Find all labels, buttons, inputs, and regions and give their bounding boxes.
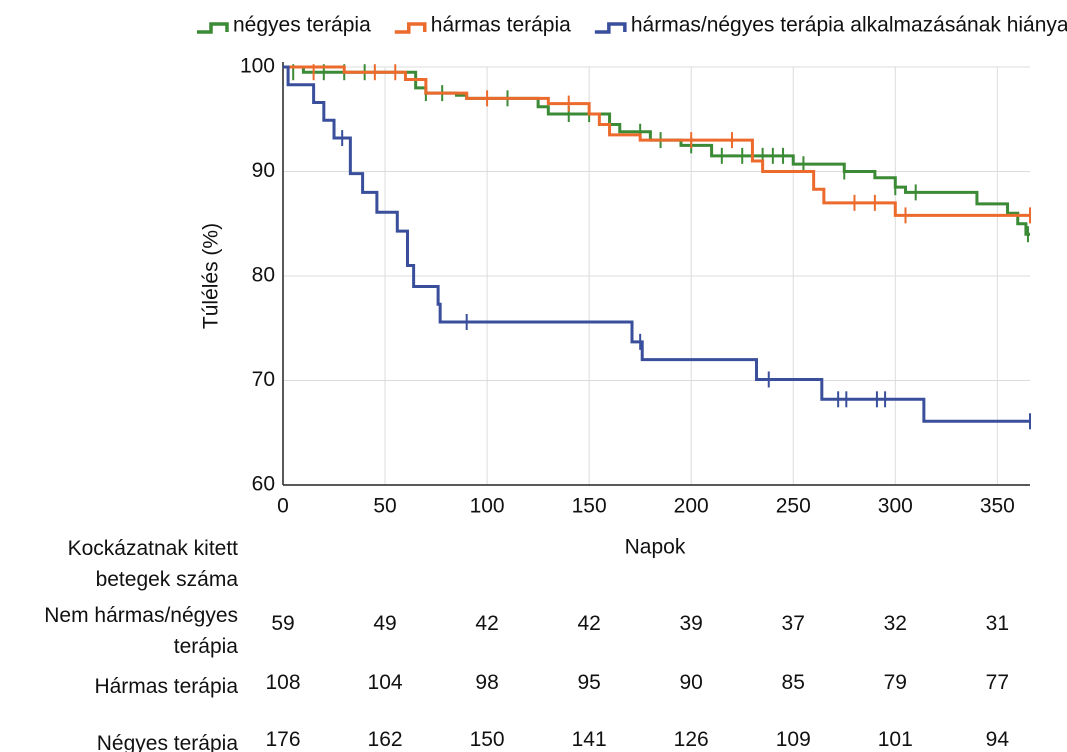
risk-count: 79 — [883, 671, 907, 694]
risk-count: 101 — [877, 728, 913, 751]
risk-count: 109 — [775, 728, 811, 751]
risk-count: 32 — [883, 612, 907, 635]
legend-swatch — [594, 22, 627, 34]
survival-curve — [283, 65, 1030, 217]
risk-count: 104 — [367, 671, 403, 694]
x-tick-label: 200 — [674, 495, 709, 518]
risk-count: 162 — [367, 728, 403, 751]
x-tick-label: 0 — [277, 495, 289, 518]
risk-count: 90 — [679, 671, 703, 694]
x-tick-label: 350 — [980, 495, 1015, 518]
legend-label: négyes terápia — [233, 14, 371, 37]
risk-count: 150 — [469, 728, 505, 751]
x-tick-label: 100 — [470, 495, 505, 518]
risk-count: 39 — [679, 612, 703, 635]
y-tick-label: 100 — [240, 55, 275, 78]
x-tick-label: 300 — [878, 495, 913, 518]
risk-count: 59 — [271, 612, 295, 635]
risk-row-label: Hármas terápia — [94, 675, 238, 698]
risk-count: 77 — [985, 671, 1010, 694]
risk-count: 94 — [985, 728, 1010, 751]
risk-count: 49 — [373, 612, 397, 635]
risk-count: 108 — [265, 671, 301, 694]
risk-row-label: Nem hármas/négyes terápia — [44, 604, 238, 658]
x-tick-label: 150 — [572, 495, 607, 518]
legend: négyes terápia hármas terápia hármas/négye… — [197, 14, 1067, 37]
risk-count: 98 — [475, 671, 499, 694]
y-tick-label: 80 — [252, 264, 275, 287]
legend-label: hármas terápia — [431, 14, 571, 37]
survival-curve — [283, 65, 1030, 236]
risk-count: 95 — [577, 671, 601, 694]
y-tick-label: 60 — [252, 473, 275, 496]
risk-count: 31 — [985, 612, 1010, 635]
risk-count: 126 — [673, 728, 709, 751]
risk-table-title: Kockázatnak kitett betegek száma — [67, 537, 238, 591]
risk-count: 85 — [781, 671, 805, 694]
risk-count: 141 — [571, 728, 607, 751]
x-axis-label: Napok — [625, 536, 686, 559]
y-axis-label: Túlélés (%) — [200, 223, 223, 329]
survival-curve — [283, 65, 1030, 423]
legend-swatch — [197, 22, 229, 34]
risk-row-label: Négyes terápia — [96, 732, 238, 752]
y-tick-label: 90 — [252, 159, 275, 182]
legend-label: hármas/négyes terápia alkalmazásának hiá… — [631, 14, 1067, 37]
x-tick-label: 50 — [373, 495, 396, 518]
y-tick-label: 70 — [252, 368, 275, 391]
risk-count: 42 — [475, 612, 499, 635]
risk-count: 37 — [781, 612, 805, 635]
legend-swatch — [394, 22, 427, 34]
risk-count: 42 — [577, 612, 601, 635]
risk-count: 176 — [265, 728, 301, 751]
x-tick-label: 250 — [776, 495, 811, 518]
